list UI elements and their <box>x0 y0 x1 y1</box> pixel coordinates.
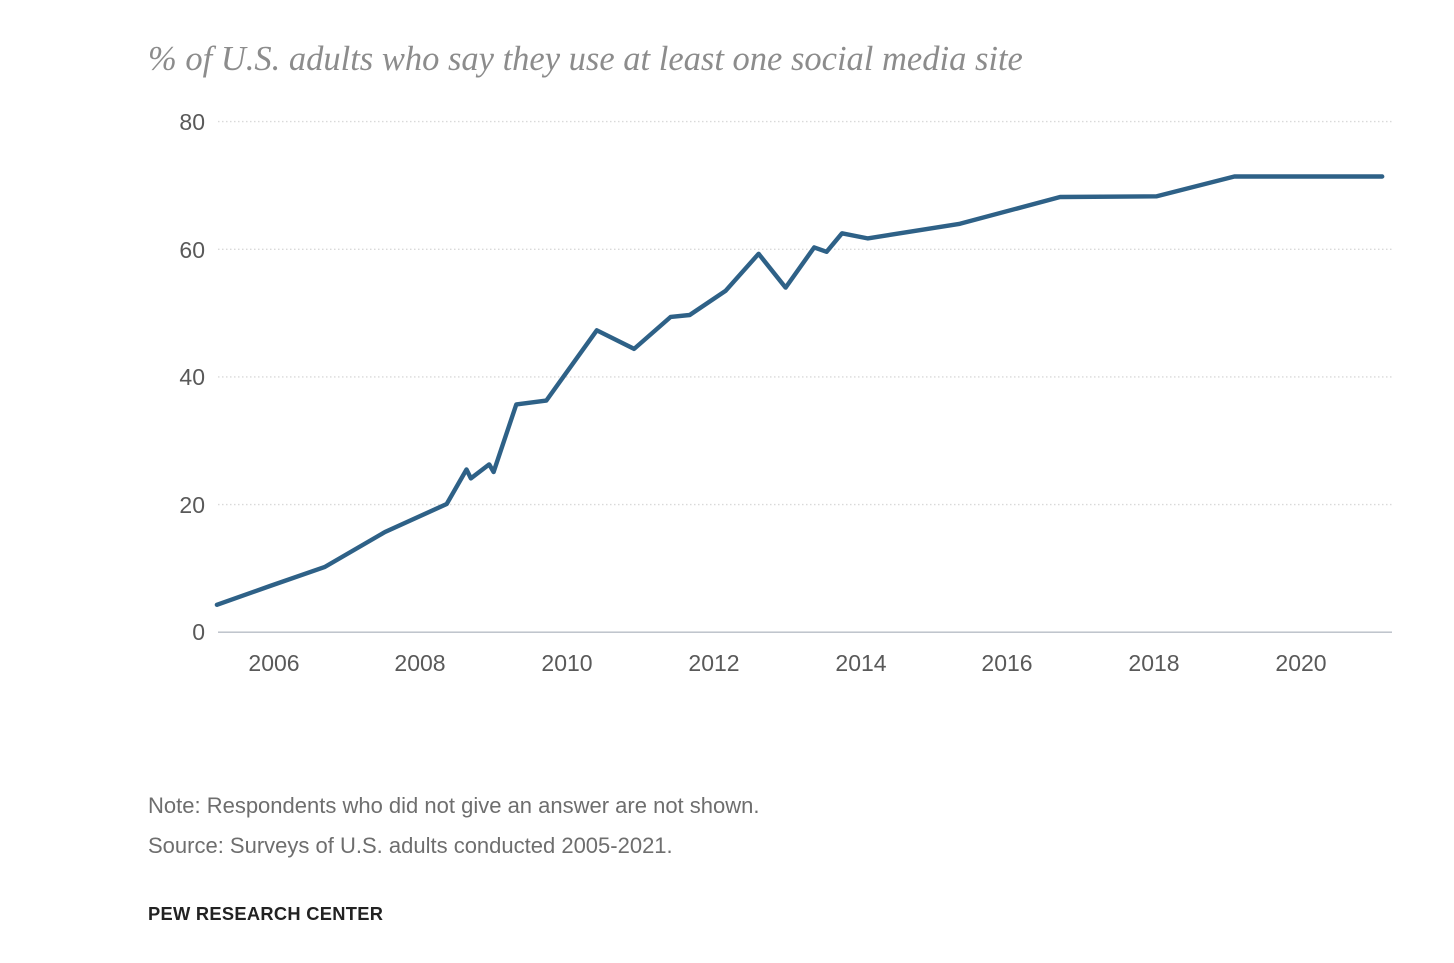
svg-text:2012: 2012 <box>688 650 739 676</box>
svg-text:2010: 2010 <box>541 650 592 676</box>
svg-text:2006: 2006 <box>248 650 299 676</box>
svg-text:60: 60 <box>179 237 205 263</box>
svg-text:2018: 2018 <box>1128 650 1179 676</box>
svg-text:0: 0 <box>192 619 205 645</box>
svg-text:2016: 2016 <box>981 650 1032 676</box>
svg-text:80: 80 <box>179 109 205 135</box>
svg-text:20: 20 <box>179 492 205 518</box>
svg-text:40: 40 <box>179 364 205 390</box>
svg-text:2020: 2020 <box>1275 650 1326 676</box>
svg-text:2014: 2014 <box>835 650 886 676</box>
svg-text:2008: 2008 <box>394 650 445 676</box>
